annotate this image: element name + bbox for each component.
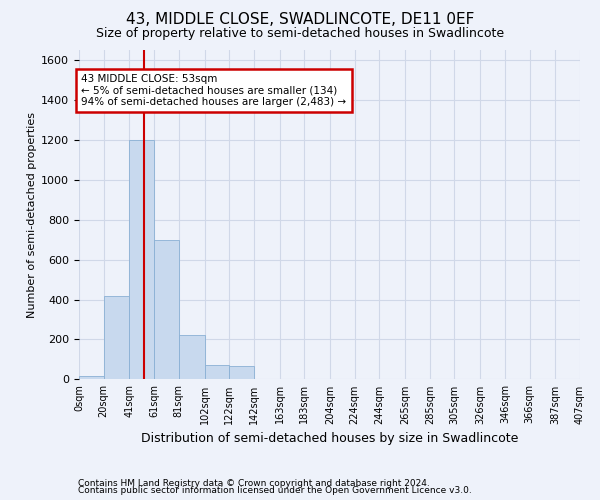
Bar	[229, 366, 254, 380]
Bar	[205, 366, 229, 380]
Bar	[79, 376, 104, 380]
Bar	[104, 296, 130, 380]
Bar	[179, 334, 205, 380]
Bar	[130, 140, 154, 380]
Text: 43 MIDDLE CLOSE: 53sqm
← 5% of semi-detached houses are smaller (134)
94% of sem: 43 MIDDLE CLOSE: 53sqm ← 5% of semi-deta…	[82, 74, 347, 107]
X-axis label: Distribution of semi-detached houses by size in Swadlincote: Distribution of semi-detached houses by …	[141, 432, 518, 445]
Y-axis label: Number of semi-detached properties: Number of semi-detached properties	[27, 112, 37, 318]
Bar	[154, 240, 179, 380]
Text: Size of property relative to semi-detached houses in Swadlincote: Size of property relative to semi-detach…	[96, 28, 504, 40]
Text: Contains HM Land Registry data © Crown copyright and database right 2024.: Contains HM Land Registry data © Crown c…	[78, 478, 430, 488]
Text: 43, MIDDLE CLOSE, SWADLINCOTE, DE11 0EF: 43, MIDDLE CLOSE, SWADLINCOTE, DE11 0EF	[126, 12, 474, 28]
Text: Contains public sector information licensed under the Open Government Licence v3: Contains public sector information licen…	[78, 486, 472, 495]
